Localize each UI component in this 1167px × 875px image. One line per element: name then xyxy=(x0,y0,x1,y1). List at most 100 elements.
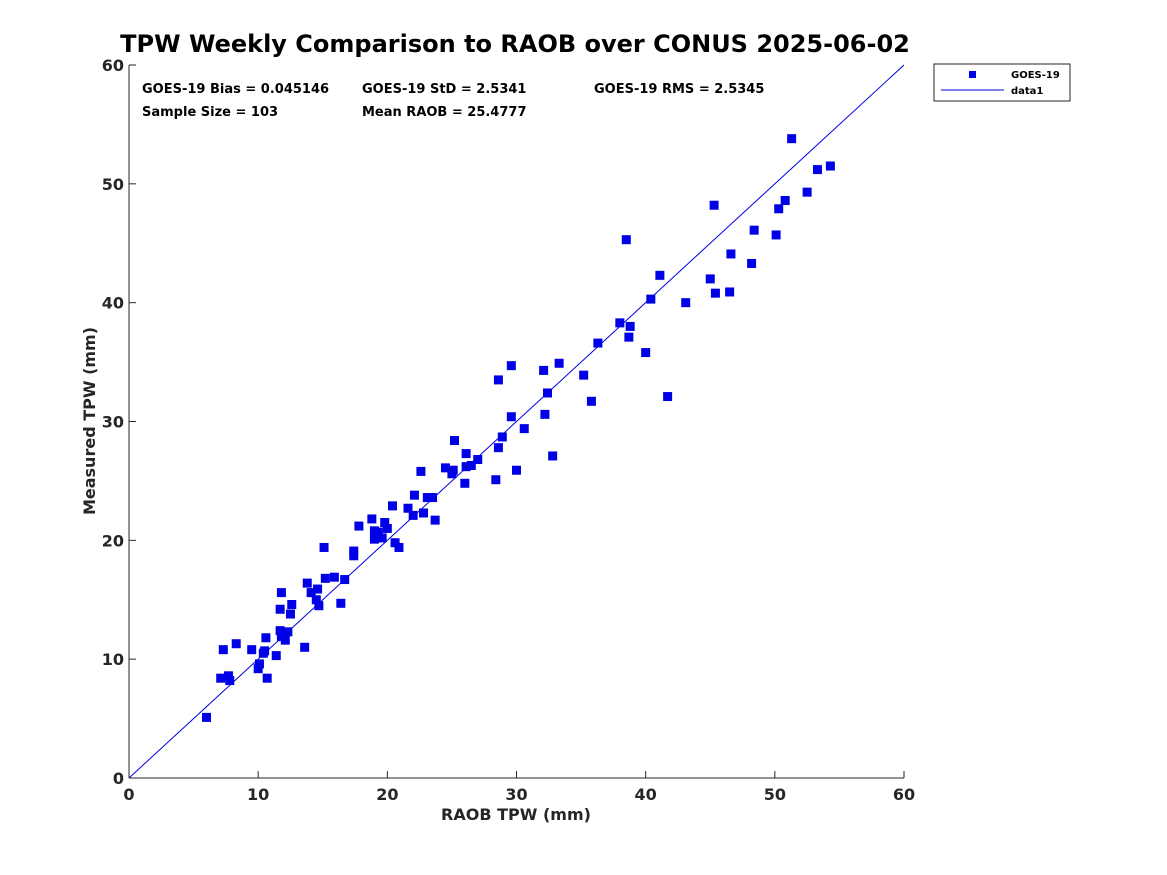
data-point xyxy=(749,225,759,235)
data-point xyxy=(548,451,558,461)
data-point xyxy=(625,321,635,331)
data-point xyxy=(621,235,631,245)
data-point xyxy=(448,465,458,475)
data-point xyxy=(202,712,211,722)
data-point xyxy=(285,609,295,619)
x-tick-label: 60 xyxy=(893,785,915,804)
data-point xyxy=(440,463,450,473)
data-point xyxy=(787,134,797,144)
data-point xyxy=(313,584,323,594)
data-point xyxy=(314,601,324,611)
data-point xyxy=(329,572,339,582)
data-point xyxy=(388,501,397,511)
data-point xyxy=(624,332,634,342)
tick-layer: 0 10 20 30 40 50 60 0 10 20 30 40 50 60 xyxy=(102,56,915,804)
data-point xyxy=(747,258,757,268)
stat-std: GOES-19 StD = 2.5341 xyxy=(362,82,526,97)
y-tick-label: 10 xyxy=(102,650,124,669)
y-tick-label: 20 xyxy=(102,531,124,550)
data-point xyxy=(231,639,241,649)
x-tick-label: 20 xyxy=(376,785,398,804)
data-point xyxy=(422,493,432,503)
data-point xyxy=(725,287,735,297)
data-point xyxy=(247,645,257,655)
data-point xyxy=(409,490,419,500)
data-point xyxy=(780,195,790,205)
y-tick-label: 60 xyxy=(102,56,124,75)
data-point xyxy=(336,598,346,608)
data-point xyxy=(369,534,379,544)
data-point xyxy=(419,508,428,518)
data-point xyxy=(641,348,651,358)
data-point xyxy=(390,538,400,548)
data-point xyxy=(586,396,596,406)
data-point xyxy=(506,412,516,422)
point-layer xyxy=(202,134,835,722)
data-point xyxy=(802,187,812,197)
stat-rms: GOES-19 RMS = 2.5345 xyxy=(594,82,764,97)
data-point xyxy=(491,475,501,485)
data-point xyxy=(554,358,564,368)
data-point xyxy=(380,518,390,528)
data-point xyxy=(497,432,507,442)
data-point xyxy=(254,659,264,669)
data-point xyxy=(593,338,603,348)
data-point xyxy=(416,466,426,476)
x-tick-label: 30 xyxy=(505,785,527,804)
series-line-data1 xyxy=(128,64,905,779)
data-point xyxy=(460,478,470,488)
data-point xyxy=(354,521,364,531)
data-point xyxy=(319,542,329,552)
data-point xyxy=(615,318,625,328)
data-point xyxy=(450,436,459,446)
stat-sample-size: Sample Size = 103 xyxy=(142,105,278,120)
data-point xyxy=(579,370,589,380)
data-point xyxy=(377,533,387,543)
data-point xyxy=(710,288,720,298)
y-tick-label: 0 xyxy=(113,769,124,788)
data-point xyxy=(825,161,835,171)
data-point xyxy=(681,298,691,308)
stat-bias: GOES-19 Bias = 0.045146 xyxy=(142,82,329,97)
data-point xyxy=(340,575,350,585)
data-point xyxy=(430,515,440,525)
data-point xyxy=(275,626,285,636)
data-point xyxy=(394,542,404,552)
legend: GOES-19 data1 xyxy=(933,63,1071,102)
data-point xyxy=(218,645,228,655)
data-point xyxy=(373,527,383,537)
data-point xyxy=(216,673,226,683)
y-tick-label: 50 xyxy=(102,175,124,194)
data-point xyxy=(812,165,822,175)
data-point xyxy=(493,443,503,453)
data-point xyxy=(709,200,719,210)
data-point xyxy=(428,493,438,503)
data-point xyxy=(320,573,330,583)
data-point xyxy=(461,462,471,472)
data-point xyxy=(225,676,235,686)
data-point xyxy=(506,361,516,371)
data-point xyxy=(349,546,359,556)
data-point xyxy=(223,671,233,681)
y-axis-label: Measured TPW (mm) xyxy=(80,327,99,515)
data-point xyxy=(349,551,359,561)
data-point xyxy=(382,523,392,533)
data-point xyxy=(280,635,290,645)
data-point xyxy=(260,646,270,656)
data-point xyxy=(461,449,471,459)
data-point xyxy=(311,595,321,605)
data-point xyxy=(512,465,521,475)
legend-box xyxy=(933,63,1071,102)
data-point xyxy=(705,274,715,284)
data-point xyxy=(466,460,476,470)
data-point xyxy=(771,230,781,240)
data-point xyxy=(774,204,784,214)
data-point xyxy=(275,604,285,614)
data-point xyxy=(283,627,293,637)
legend-label-data1: data1 xyxy=(1011,86,1043,97)
line-layer xyxy=(128,64,905,779)
data-point xyxy=(655,270,665,280)
data-point xyxy=(543,388,552,398)
data-point xyxy=(300,642,310,652)
